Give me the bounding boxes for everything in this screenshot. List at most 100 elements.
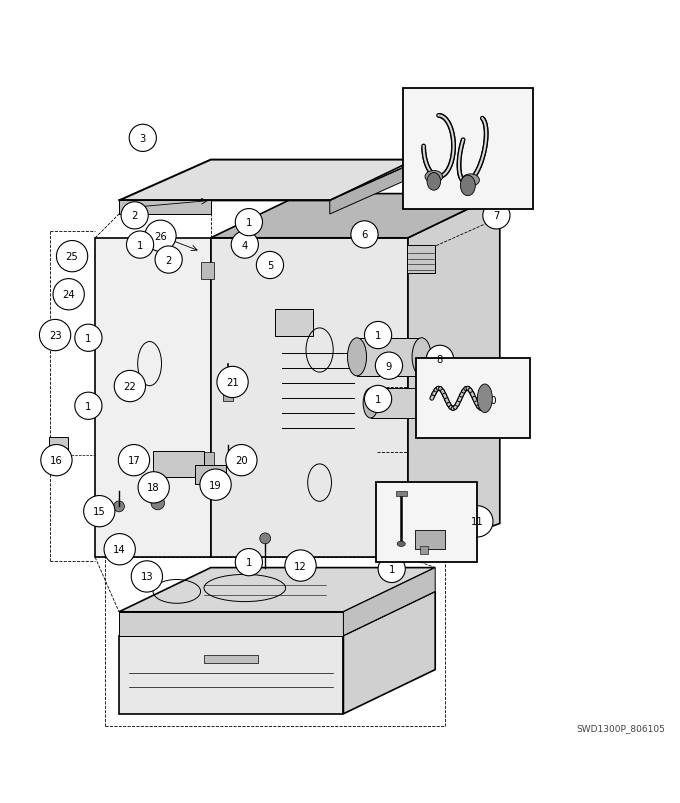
Polygon shape (408, 194, 500, 558)
Polygon shape (211, 238, 408, 558)
Circle shape (285, 550, 316, 581)
Text: SWD1300P_806105: SWD1300P_806105 (576, 724, 665, 732)
Text: 10: 10 (485, 395, 497, 406)
Text: 11: 11 (471, 516, 483, 527)
Text: 7: 7 (493, 211, 500, 221)
Text: 1: 1 (388, 565, 395, 574)
Bar (416, 359, 530, 439)
Bar (420, 546, 428, 554)
Circle shape (104, 534, 135, 565)
Text: 6: 6 (361, 230, 368, 240)
Polygon shape (357, 338, 422, 377)
Polygon shape (343, 592, 435, 714)
Polygon shape (95, 238, 211, 558)
Circle shape (462, 506, 493, 537)
Ellipse shape (397, 541, 405, 547)
Text: 12: 12 (294, 560, 307, 571)
Circle shape (129, 125, 156, 153)
Ellipse shape (347, 338, 367, 377)
Text: 1: 1 (85, 402, 92, 411)
Text: 8: 8 (437, 354, 443, 365)
Circle shape (131, 561, 163, 593)
Text: 1: 1 (375, 394, 381, 405)
Text: 1: 1 (137, 240, 143, 251)
Bar (195, 466, 226, 484)
Circle shape (155, 247, 182, 274)
Circle shape (426, 346, 454, 373)
Circle shape (260, 533, 271, 544)
Circle shape (226, 445, 257, 476)
Circle shape (231, 232, 258, 259)
Polygon shape (119, 161, 422, 201)
Text: 2: 2 (131, 211, 138, 221)
Polygon shape (119, 612, 343, 636)
Text: 21: 21 (226, 377, 239, 388)
Circle shape (151, 496, 165, 510)
Text: 1: 1 (85, 333, 92, 344)
Bar (201, 263, 214, 279)
Circle shape (121, 202, 148, 230)
Circle shape (114, 501, 124, 512)
Text: 19: 19 (209, 480, 222, 490)
Bar (275, 310, 313, 337)
Text: 13: 13 (141, 572, 153, 581)
Circle shape (75, 393, 102, 420)
Circle shape (378, 556, 405, 583)
Bar (407, 245, 435, 274)
Circle shape (351, 222, 378, 249)
Circle shape (39, 320, 71, 351)
Text: 2: 2 (165, 255, 172, 265)
Circle shape (256, 252, 284, 279)
Circle shape (200, 470, 231, 500)
Ellipse shape (427, 173, 441, 191)
Text: 22: 22 (124, 381, 136, 392)
Text: 4: 4 (241, 240, 248, 251)
Ellipse shape (412, 338, 431, 377)
Text: 25: 25 (66, 252, 78, 262)
Text: 1: 1 (375, 331, 381, 340)
Ellipse shape (462, 175, 479, 187)
Circle shape (41, 445, 72, 476)
Circle shape (483, 202, 510, 230)
Ellipse shape (425, 171, 443, 184)
Ellipse shape (477, 385, 492, 413)
Circle shape (53, 279, 84, 311)
Bar (201, 452, 214, 470)
Text: 16: 16 (50, 455, 63, 466)
Bar (403, 88, 533, 210)
Text: 3: 3 (139, 133, 146, 144)
Circle shape (475, 385, 507, 416)
Text: 23: 23 (49, 331, 61, 340)
Text: 26: 26 (154, 231, 167, 242)
Circle shape (217, 367, 248, 398)
Text: 9: 9 (386, 361, 392, 371)
Text: 1: 1 (245, 557, 252, 568)
Bar (396, 491, 407, 496)
Circle shape (138, 472, 169, 503)
Text: 20: 20 (235, 455, 248, 466)
Text: 14: 14 (114, 544, 126, 555)
Polygon shape (119, 201, 211, 214)
Circle shape (56, 241, 88, 272)
Ellipse shape (363, 389, 378, 418)
Circle shape (145, 221, 176, 252)
Circle shape (235, 210, 262, 236)
Bar (204, 654, 258, 663)
Bar (223, 389, 233, 402)
Bar (376, 483, 477, 562)
Circle shape (235, 549, 262, 576)
Circle shape (375, 353, 403, 380)
Polygon shape (371, 389, 428, 418)
Ellipse shape (421, 389, 436, 418)
Bar (49, 438, 68, 466)
Text: 5: 5 (267, 261, 273, 271)
Text: 18: 18 (148, 483, 160, 493)
Ellipse shape (460, 176, 475, 197)
Bar (153, 452, 204, 478)
Polygon shape (119, 636, 343, 714)
Circle shape (364, 322, 392, 349)
Text: 15: 15 (93, 507, 105, 516)
Polygon shape (343, 568, 435, 636)
Circle shape (75, 324, 102, 352)
Circle shape (118, 445, 150, 476)
